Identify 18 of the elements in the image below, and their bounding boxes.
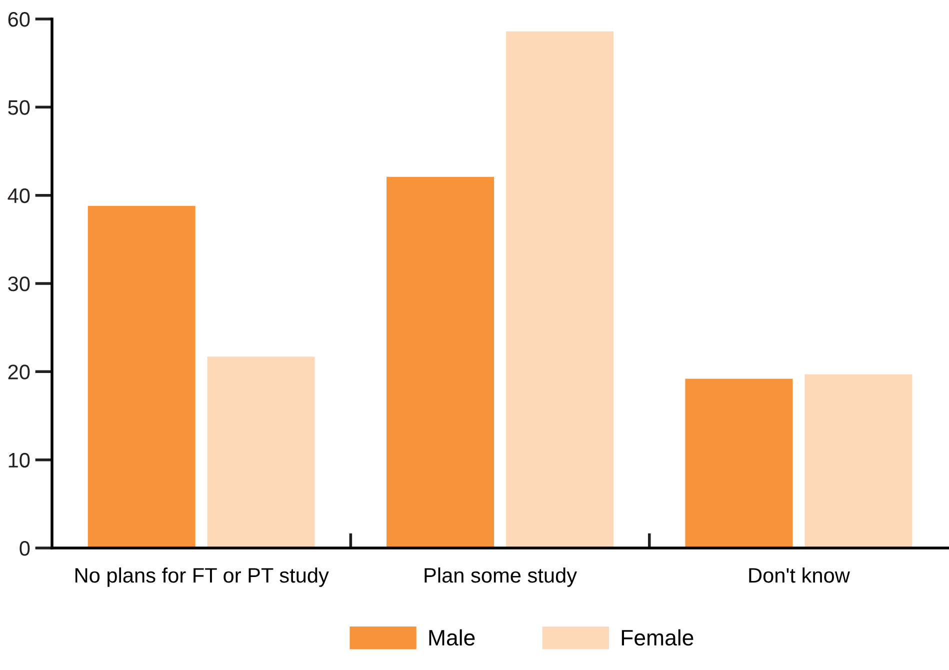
bar xyxy=(804,374,912,548)
x-tick-label: Don't know xyxy=(749,567,850,583)
y-tick-label: 20 xyxy=(8,364,30,380)
y-tick-label: 50 xyxy=(8,100,30,115)
y-tick-label: 60 xyxy=(8,12,30,27)
bar xyxy=(506,31,614,548)
bar xyxy=(88,206,196,548)
y-tick-label: 10 xyxy=(8,452,30,468)
legend-label: Female xyxy=(622,629,694,646)
bar xyxy=(386,176,494,548)
y-tick-label: 0 xyxy=(20,541,30,556)
x-tick-label: No plans for FT or PT study xyxy=(75,567,329,587)
y-tick-label: 30 xyxy=(8,276,30,292)
bar xyxy=(685,378,793,548)
x-tick-label: Plan some study xyxy=(424,567,577,587)
y-tick-label: 40 xyxy=(8,188,30,204)
bar xyxy=(207,356,315,548)
legend-label: Male xyxy=(429,629,475,646)
